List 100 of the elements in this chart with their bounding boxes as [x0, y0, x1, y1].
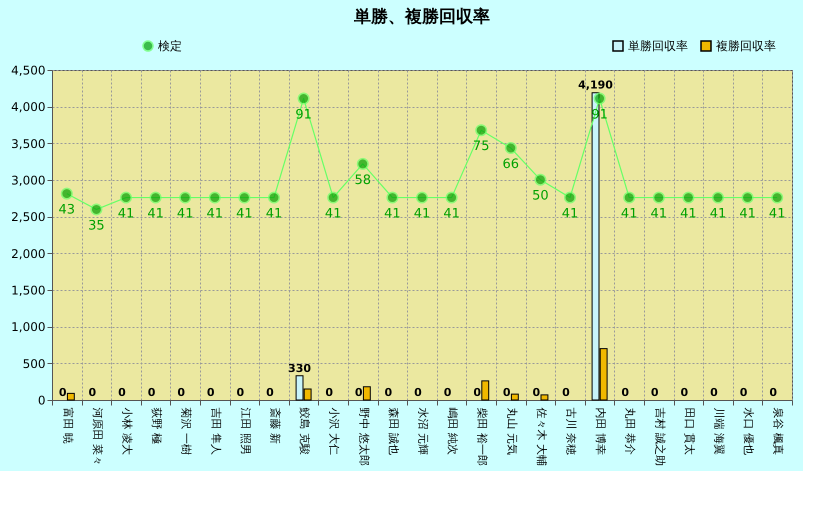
bar	[510, 394, 519, 400]
point	[238, 192, 250, 204]
x-tick-label: 嶋田 純次	[446, 408, 460, 455]
point	[90, 203, 102, 216]
data-label: 41	[768, 206, 786, 222]
data-label: 0	[621, 386, 630, 399]
point	[356, 158, 369, 170]
data-label: 41	[680, 206, 697, 222]
data-label: 0	[325, 386, 334, 399]
x-tick-label: 川端 海翼	[712, 408, 726, 455]
data-label: 41	[443, 206, 460, 222]
y-tick-label: 2,000	[11, 246, 46, 261]
x-tick-label: 田口 貫太	[682, 408, 696, 455]
x-tick-label: 水沼 元輝	[416, 408, 430, 455]
point	[712, 192, 724, 204]
point	[60, 188, 73, 200]
x-tick-label: 河原田 菜々	[90, 408, 104, 466]
x-tick-label: 斎藤 新	[268, 408, 282, 444]
legend-label: 複勝回収率	[716, 39, 776, 53]
data-label: 41	[324, 206, 342, 222]
y-tick-label: 0	[38, 394, 46, 408]
data-label: 41	[562, 206, 578, 222]
x-tick-label: 丸田 恭介	[624, 408, 637, 455]
y-tick-label: 3,500	[11, 136, 46, 151]
data-label: 0	[177, 386, 186, 399]
data-label: 0	[58, 386, 67, 399]
x-tick-label: 水口 優也	[742, 408, 756, 455]
x-tick-label: 鮫島 克駿	[298, 408, 312, 455]
point	[594, 92, 606, 105]
x-tick-label: 古川 奈穂	[564, 408, 578, 455]
point	[416, 192, 428, 204]
data-label: 41	[650, 206, 668, 222]
data-label: 66	[502, 157, 520, 172]
data-label: 0	[769, 386, 778, 399]
x-tick-label: 吉田 隼人	[209, 408, 222, 455]
bar	[362, 386, 371, 400]
y-tick-label: 500	[22, 356, 46, 371]
x-tick-label: 内田 博幸	[594, 408, 608, 455]
data-label: 41	[147, 206, 164, 222]
data-label: 0	[650, 386, 659, 399]
data-label: 0	[266, 386, 274, 399]
point	[298, 92, 310, 105]
data-label: 41	[176, 206, 194, 222]
data-label: 0	[384, 386, 393, 399]
point	[742, 192, 754, 204]
data-label: 0	[444, 386, 452, 399]
data-label: 0	[354, 386, 363, 399]
x-tick-label: 吉村 誠之助	[653, 408, 666, 466]
x-tick-label: 荻野 極	[150, 408, 164, 444]
data-label: 0	[473, 386, 482, 399]
point	[120, 192, 132, 204]
data-label: 41	[384, 206, 401, 222]
x-tick-label: 富田 暁	[61, 408, 74, 444]
data-label: 41	[118, 206, 134, 222]
x-tick-label: 小林 凌大	[120, 408, 134, 455]
y-tick-label: 3,000	[11, 174, 46, 188]
data-label: 41	[206, 206, 224, 222]
x-tick-label: 佐々木 大輔	[534, 408, 548, 466]
point	[504, 142, 517, 154]
data-label: 41	[236, 206, 253, 222]
data-label: 41	[414, 206, 430, 222]
data-label: 0	[562, 386, 570, 399]
data-label: 0	[710, 386, 718, 399]
x-tick-label: 菊沢 一樹	[180, 408, 193, 455]
data-label: 0	[502, 386, 511, 399]
x-tick-label: 柴田 裕一郎	[476, 408, 489, 466]
data-label: 41	[739, 206, 756, 222]
x-tick-label: 森田 誠也	[386, 408, 400, 455]
point	[386, 192, 398, 204]
legend-label: 検定	[158, 39, 182, 53]
data-label: 4,190	[578, 78, 614, 92]
point	[208, 192, 221, 204]
point	[564, 192, 576, 204]
bar	[540, 394, 548, 400]
data-label: 330	[288, 362, 312, 375]
chart-title: 単勝、複勝回収率	[353, 7, 490, 27]
data-label: 0	[680, 386, 689, 399]
data-label: 0	[532, 386, 541, 399]
bar	[481, 380, 490, 400]
data-label: 0	[148, 386, 156, 399]
y-tick-label: 4,000	[11, 100, 46, 114]
x-tick-label: 泉谷 楓真	[772, 408, 785, 455]
data-label: 50	[532, 188, 549, 204]
y-tick-label: 1,500	[11, 284, 46, 298]
data-label: 41	[710, 206, 726, 222]
y-tick-label: 2,500	[11, 210, 46, 224]
data-label: 35	[88, 218, 105, 234]
point	[446, 192, 458, 204]
data-label: 0	[236, 386, 245, 399]
x-tick-label: 小沢 大仁	[328, 408, 341, 455]
point	[771, 192, 784, 204]
point	[534, 174, 546, 186]
point	[623, 192, 636, 204]
x-tick-label: 野中 悠太郎	[357, 408, 370, 466]
data-label: 75	[472, 139, 490, 154]
y-tick-label: 4,500	[11, 64, 46, 78]
data-label: 43	[58, 202, 76, 218]
x-tick-label: 江田 照男	[238, 408, 252, 455]
x-tick-label: 丸山 元気	[505, 408, 518, 455]
point	[179, 192, 192, 204]
